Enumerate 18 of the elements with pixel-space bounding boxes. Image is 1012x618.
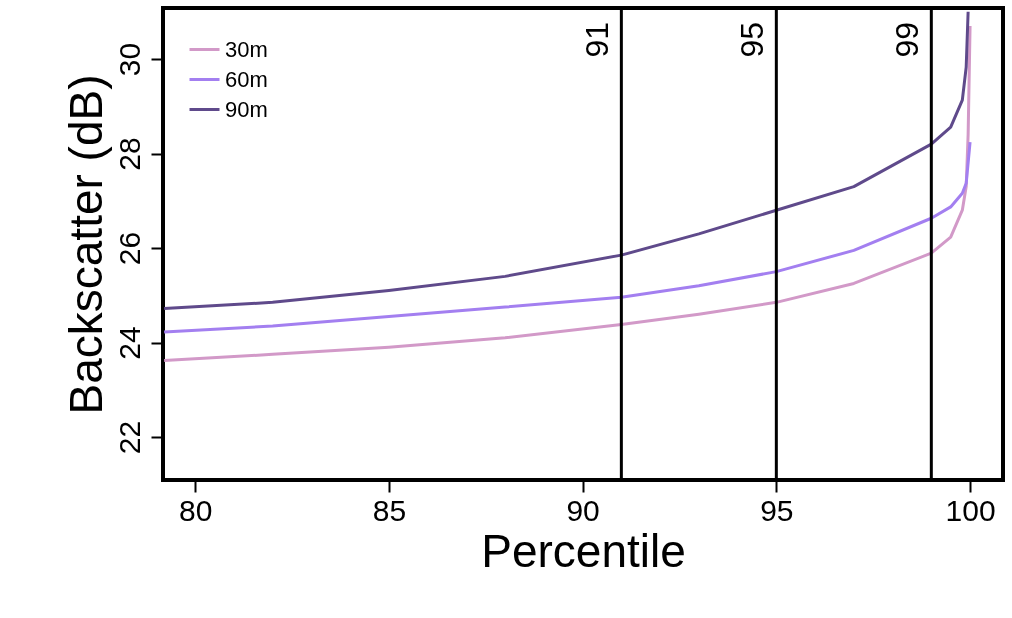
ref-line-label: 91 xyxy=(579,22,616,58)
ref-line-label: 95 xyxy=(734,22,771,58)
legend-label: 90m xyxy=(225,96,268,122)
x-tick-label: 100 xyxy=(945,493,996,527)
x-tick-label: 85 xyxy=(372,493,407,527)
y-tick-label: 30 xyxy=(112,42,146,77)
y-tick-label: 24 xyxy=(112,326,146,360)
y-tick-label: 26 xyxy=(112,231,146,266)
ref-line-label: 99 xyxy=(889,22,926,58)
x-tick-label: 95 xyxy=(760,493,794,527)
x-tick-label: 80 xyxy=(178,493,213,527)
legend-label: 30m xyxy=(225,36,268,62)
y-tick-label: 28 xyxy=(112,137,146,171)
x-axis-title: Percentile xyxy=(481,524,686,577)
y-axis-title: Backscatter (dB) xyxy=(59,74,112,415)
x-tick-label: 90 xyxy=(566,493,600,527)
y-tick-label: 22 xyxy=(112,420,146,455)
legend-label: 60m xyxy=(225,66,268,92)
